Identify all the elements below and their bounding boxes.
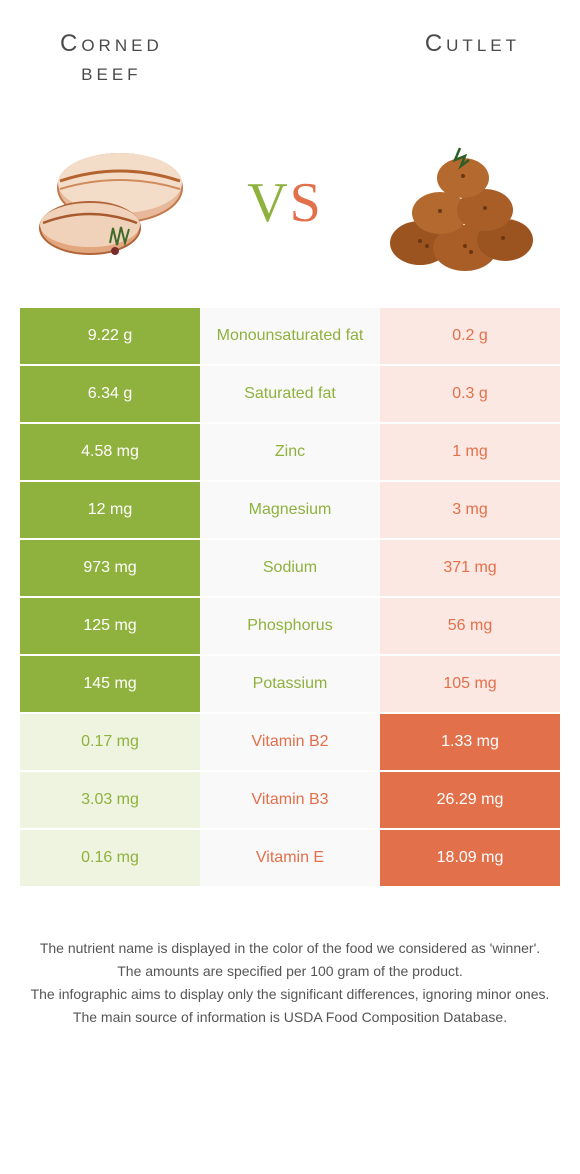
table-row: 6.34 gSaturated fat0.3 g bbox=[20, 366, 560, 424]
nutrient-label-cell: Saturated fat bbox=[200, 366, 380, 424]
left-value-cell: 0.16 mg bbox=[20, 830, 200, 888]
right-value-cell: 105 mg bbox=[380, 656, 560, 714]
footnote-line: The nutrient name is displayed in the co… bbox=[30, 938, 550, 959]
left-value-cell: 125 mg bbox=[20, 598, 200, 656]
right-value-cell: 371 mg bbox=[380, 540, 560, 598]
table-row: 9.22 gMonounsaturated fat0.2 g bbox=[20, 308, 560, 366]
table-row: 973 mgSodium371 mg bbox=[20, 540, 560, 598]
left-value-cell: 145 mg bbox=[20, 656, 200, 714]
vs-letter-v: V bbox=[247, 172, 289, 234]
nutrient-label-cell: Zinc bbox=[200, 424, 380, 482]
right-value-cell: 56 mg bbox=[380, 598, 560, 656]
right-value-cell: 26.29 mg bbox=[380, 772, 560, 830]
right-value-cell: 3 mg bbox=[380, 482, 560, 540]
left-value-cell: 4.58 mg bbox=[20, 424, 200, 482]
footnote-line: The main source of information is USDA F… bbox=[30, 1007, 550, 1028]
table-row: 4.58 mgZinc1 mg bbox=[20, 424, 560, 482]
nutrient-label-cell: Phosphorus bbox=[200, 598, 380, 656]
vs-letter-s: S bbox=[290, 172, 323, 234]
table-row: 145 mgPotassium105 mg bbox=[20, 656, 560, 714]
left-food-image bbox=[25, 128, 195, 278]
right-value-cell: 1 mg bbox=[380, 424, 560, 482]
table-row: 0.16 mgVitamin E18.09 mg bbox=[20, 830, 560, 888]
table-row: 12 mgMagnesium3 mg bbox=[20, 482, 560, 540]
left-value-cell: 973 mg bbox=[20, 540, 200, 598]
table-row: 3.03 mgVitamin B326.29 mg bbox=[20, 772, 560, 830]
nutrient-table: 9.22 gMonounsaturated fat0.2 g6.34 gSatu… bbox=[20, 308, 560, 888]
nutrient-label-cell: Monounsaturated fat bbox=[200, 308, 380, 366]
nutrient-label-cell: Vitamin B2 bbox=[200, 714, 380, 772]
nutrient-label-cell: Vitamin B3 bbox=[200, 772, 380, 830]
vs-label: VS bbox=[247, 171, 323, 235]
images-row: VS bbox=[0, 108, 580, 308]
nutrient-label-cell: Vitamin E bbox=[200, 830, 380, 888]
footnotes: The nutrient name is displayed in the co… bbox=[0, 888, 580, 1050]
right-value-cell: 18.09 mg bbox=[380, 830, 560, 888]
nutrient-label-cell: Potassium bbox=[200, 656, 380, 714]
footnote-line: The amounts are specified per 100 gram o… bbox=[30, 961, 550, 982]
table-row: 0.17 mgVitamin B21.33 mg bbox=[20, 714, 560, 772]
left-value-cell: 9.22 g bbox=[20, 308, 200, 366]
right-value-cell: 1.33 mg bbox=[380, 714, 560, 772]
right-value-cell: 0.2 g bbox=[380, 308, 560, 366]
left-value-cell: 0.17 mg bbox=[20, 714, 200, 772]
titles-row: Corned beef Cutlet bbox=[0, 0, 580, 108]
nutrient-label-cell: Sodium bbox=[200, 540, 380, 598]
left-value-cell: 3.03 mg bbox=[20, 772, 200, 830]
left-food-title: Corned beef bbox=[60, 30, 163, 88]
right-food-title: Cutlet bbox=[425, 30, 520, 88]
footnote-line: The infographic aims to display only the… bbox=[30, 984, 550, 1005]
right-value-cell: 0.3 g bbox=[380, 366, 560, 424]
right-food-image bbox=[375, 128, 545, 278]
table-row: 125 mgPhosphorus56 mg bbox=[20, 598, 560, 656]
left-value-cell: 6.34 g bbox=[20, 366, 200, 424]
nutrient-label-cell: Magnesium bbox=[200, 482, 380, 540]
left-value-cell: 12 mg bbox=[20, 482, 200, 540]
